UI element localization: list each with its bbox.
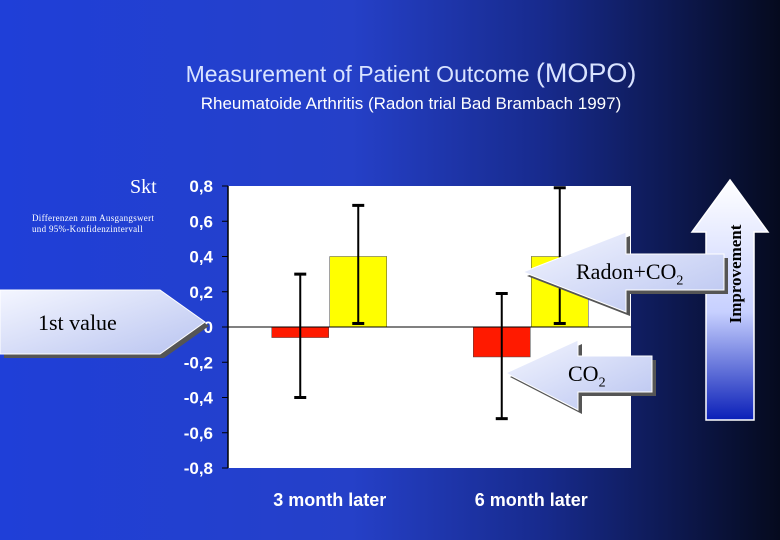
slide-title-text: Measurement of Patient Outcome bbox=[185, 61, 530, 87]
x-category-label: 6 month later bbox=[475, 490, 588, 510]
improvement-label: Improvement bbox=[726, 224, 745, 324]
ci-note: Differenzen zum Ausgangswert und 95%-Kon… bbox=[32, 213, 154, 235]
y-tick-label: 0,4 bbox=[189, 248, 213, 267]
y-tick-label: -0,6 bbox=[184, 424, 213, 443]
ci-note-line1: Differenzen zum Ausgangswert bbox=[32, 213, 155, 223]
y-tick-label: 0,8 bbox=[189, 177, 213, 196]
x-category-label: 3 month later bbox=[273, 490, 386, 510]
radon-callout-arrow bbox=[521, 231, 728, 316]
slide-title: Measurement of Patient Outcome (MOPO) bbox=[0, 58, 780, 89]
improvement-arrow bbox=[690, 178, 770, 421]
radon-callout-label: Radon+CO2 bbox=[576, 259, 683, 289]
co2-callout-label: CO2 bbox=[568, 361, 606, 391]
y-tick-label: -0,2 bbox=[184, 353, 213, 372]
y-tick-label: 0,6 bbox=[189, 212, 213, 231]
first-value-callout-arrow bbox=[0, 289, 209, 358]
radon-callout-text: Radon+CO bbox=[576, 259, 677, 284]
y-tick-label: 0 bbox=[204, 318, 213, 337]
y-tick-label: -0,8 bbox=[184, 459, 213, 478]
y-tick-label: -0,4 bbox=[184, 389, 214, 408]
co2-callout-text: CO bbox=[568, 361, 599, 386]
unit-label: Skt bbox=[130, 176, 157, 198]
co2-callout-subscript: 2 bbox=[598, 375, 606, 391]
ci-note-line2: und 95%-Konfidenzintervall bbox=[32, 224, 144, 234]
slide-title-acronym: (MOPO) bbox=[535, 58, 637, 88]
co2-callout-arrow bbox=[504, 339, 656, 414]
first-value-label: 1st value bbox=[38, 310, 117, 335]
radon-callout-subscript: 2 bbox=[676, 273, 684, 289]
y-tick-label: 0,2 bbox=[189, 283, 213, 302]
slide-subtitle: Rheumatoide Arthritis (Radon trial Bad B… bbox=[200, 94, 622, 113]
